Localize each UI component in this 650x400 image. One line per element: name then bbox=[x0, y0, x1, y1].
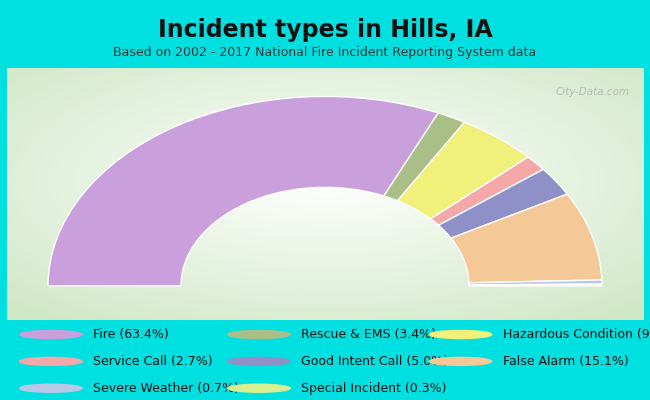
Wedge shape bbox=[469, 284, 602, 286]
Text: Severe Weather (0.7%): Severe Weather (0.7%) bbox=[93, 382, 239, 395]
Text: Rescue & EMS (3.4%): Rescue & EMS (3.4%) bbox=[301, 328, 436, 341]
Circle shape bbox=[227, 384, 290, 392]
Circle shape bbox=[429, 330, 491, 338]
Circle shape bbox=[227, 330, 290, 338]
Text: Special Incident (0.3%): Special Incident (0.3%) bbox=[301, 382, 447, 395]
Circle shape bbox=[429, 357, 491, 365]
Wedge shape bbox=[398, 122, 528, 219]
Wedge shape bbox=[384, 113, 465, 201]
Text: False Alarm (15.1%): False Alarm (15.1%) bbox=[502, 355, 629, 368]
Wedge shape bbox=[469, 280, 602, 285]
Circle shape bbox=[20, 330, 82, 338]
Text: Hazardous Condition (9.4%): Hazardous Condition (9.4%) bbox=[502, 328, 650, 341]
Text: Incident types in Hills, IA: Incident types in Hills, IA bbox=[158, 18, 492, 42]
Circle shape bbox=[20, 384, 82, 392]
Wedge shape bbox=[451, 194, 602, 283]
Text: City-Data.com: City-Data.com bbox=[556, 87, 630, 97]
Circle shape bbox=[20, 357, 82, 365]
Wedge shape bbox=[48, 96, 438, 286]
Text: Based on 2002 - 2017 National Fire Incident Reporting System data: Based on 2002 - 2017 National Fire Incid… bbox=[114, 46, 536, 59]
Text: Fire (63.4%): Fire (63.4%) bbox=[93, 328, 169, 341]
Text: Service Call (2.7%): Service Call (2.7%) bbox=[93, 355, 213, 368]
Text: Good Intent Call (5.0%): Good Intent Call (5.0%) bbox=[301, 355, 448, 368]
Circle shape bbox=[227, 357, 290, 365]
Wedge shape bbox=[430, 157, 543, 225]
Wedge shape bbox=[439, 169, 567, 238]
